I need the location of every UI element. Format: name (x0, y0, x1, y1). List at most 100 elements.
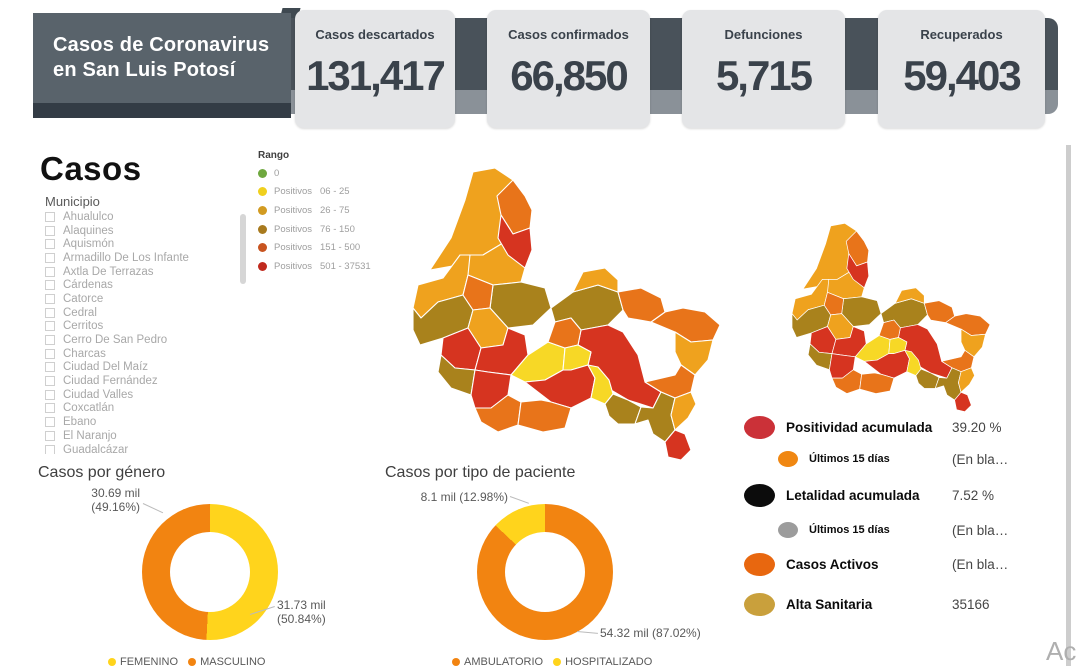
municipio-list-item[interactable]: Ciudad Del Maíz (45, 361, 235, 375)
municipality-region[interactable] (923, 300, 955, 323)
rango-item-range: 26 - 75 (320, 204, 350, 216)
municipality-region[interactable] (958, 367, 975, 393)
municipio-checkbox[interactable] (45, 321, 55, 332)
municipio-list-item[interactable]: Alaquines (45, 224, 235, 238)
municipio-checkbox[interactable] (45, 335, 55, 346)
municipio-checkbox[interactable] (45, 280, 55, 291)
kpi-label: Letalidad acumulada (786, 487, 920, 503)
rango-legend-item: Positivos 26 - 75 (258, 201, 371, 220)
municipio-list-item[interactable]: El Naranjo (45, 429, 235, 443)
municipality-region[interactable] (859, 372, 895, 394)
municipio-list-item[interactable]: Ciudad Valles (45, 388, 235, 402)
legend-tipo-paciente: AMBULATORIO HOSPITALIZADO (452, 656, 652, 666)
municipio-checkbox[interactable] (45, 211, 55, 222)
rango-legend-item: Positivos 76 - 150 (258, 220, 371, 239)
kpi-value: (En bla… (952, 451, 1009, 467)
rango-legend-item: Positivos 501 - 37531 (258, 257, 371, 276)
legend-item[interactable]: AMBULATORIO (452, 656, 543, 666)
municipio-checkbox[interactable] (45, 348, 55, 359)
municipality-region[interactable] (846, 253, 870, 289)
municipality-region[interactable] (517, 399, 572, 433)
stat-card-label: Defunciones (724, 27, 803, 42)
municipio-list-item[interactable]: Catorce (45, 292, 235, 306)
municipio-list-item[interactable]: Aquismón (45, 237, 235, 251)
municipio-checkbox[interactable] (45, 389, 55, 400)
legend-color-dot (553, 658, 562, 666)
municipality-region[interactable] (497, 214, 533, 269)
callout-femenino: 31.73 mil (50.84%) (277, 598, 326, 626)
callout-value: 30.69 mil (91, 486, 140, 500)
municipio-name: Cedral (63, 306, 97, 319)
municipio-checkbox[interactable] (45, 293, 55, 304)
municipality-region[interactable] (670, 391, 697, 431)
municipio-checkbox[interactable] (45, 266, 55, 277)
legend-color-dot (188, 658, 197, 666)
municipality-region[interactable] (954, 391, 972, 413)
municipio-list-item[interactable]: Ahualulco (45, 210, 235, 224)
rango-color-dot (258, 261, 267, 271)
rango-item-label: Positivos (274, 260, 313, 272)
vertical-scrollbar[interactable] (1066, 145, 1071, 666)
municipio-list-item[interactable]: Ebano (45, 415, 235, 429)
municipality-region[interactable] (572, 267, 619, 293)
stat-card-label: Casos descartados (315, 27, 435, 42)
rango-legend-item: Positivos 06 - 25 (258, 183, 371, 202)
municipio-name: Axtla De Terrazas (63, 265, 154, 278)
municipio-checkbox[interactable] (45, 252, 55, 263)
dashboard-title-line2: en San Luis Potosí (53, 59, 236, 81)
municipio-checkbox[interactable] (45, 307, 55, 318)
municipality-region[interactable] (894, 287, 925, 304)
municipio-checkbox[interactable] (45, 225, 55, 236)
municipio-checkbox[interactable] (45, 444, 55, 454)
kpi-value: 39.20 % (952, 419, 1002, 435)
municipality-region[interactable] (664, 429, 692, 461)
legend-item[interactable]: FEMENINO (108, 656, 178, 666)
legend-item[interactable]: HOSPITALIZADO (553, 656, 652, 666)
kpi-row: Últimos 15 días (En bla… (778, 518, 1081, 542)
municipio-list-item[interactable]: Cárdenas (45, 278, 235, 292)
kpi-color-dot (778, 522, 798, 538)
stat-card-label: Casos confirmados (508, 27, 629, 42)
legend-color-dot (108, 658, 116, 666)
rango-color-dot (258, 187, 267, 197)
municipio-checkbox[interactable] (45, 376, 55, 387)
callout-masculino: 30.69 mil (49.16%) (58, 486, 140, 514)
chart-title-genero: Casos por género (38, 464, 166, 481)
municipio-name: El Naranjo (63, 429, 117, 442)
rango-color-dot (258, 168, 267, 178)
municipio-list-item[interactable]: Cerro De San Pedro (45, 333, 235, 347)
municipio-checkbox[interactable] (45, 403, 55, 414)
municipio-checkbox[interactable] (45, 417, 55, 428)
municipio-list-item[interactable]: Cedral (45, 306, 235, 320)
municipio-list-scrollbar[interactable] (240, 214, 246, 284)
municipio-list-item[interactable]: Ciudad Fernández (45, 374, 235, 388)
donut-chart-tipo-paciente[interactable] (477, 504, 613, 640)
municipio-list-item[interactable]: Charcas (45, 347, 235, 361)
stat-card-confirmados: Casos confirmados 66,850 (487, 10, 650, 128)
slp-choropleth-map-small[interactable] (792, 218, 992, 415)
municipio-checkbox[interactable] (45, 362, 55, 373)
legend-item[interactable]: MASCULINO (188, 656, 265, 666)
legend-genero: FEMENINO MASCULINO (108, 656, 265, 666)
municipio-list-item[interactable]: Cerritos (45, 320, 235, 334)
municipio-name: Armadillo De Los Infante (63, 251, 189, 264)
donut-chart-genero[interactable] (142, 504, 278, 640)
municipio-checkbox[interactable] (45, 239, 55, 250)
municipio-name: Ciudad Valles (63, 388, 134, 401)
municipio-checkbox[interactable] (45, 430, 55, 441)
municipality-region[interactable] (823, 291, 844, 316)
callout-value: 54.32 mil (87.02%) (600, 626, 701, 640)
municipio-list-item[interactable]: Armadillo De Los Infante (45, 251, 235, 265)
municipality-region[interactable] (462, 274, 494, 311)
slp-choropleth-map-large[interactable] (413, 160, 723, 465)
municipio-list-item[interactable]: Guadalcázar (45, 443, 235, 454)
dashboard-title-shadow (33, 103, 291, 118)
municipio-list-item[interactable]: Coxcatlán (45, 402, 235, 416)
municipio-list-item[interactable]: Axtla De Terrazas (45, 265, 235, 279)
kpi-label: Casos Activos (786, 556, 879, 572)
municipality-region[interactable] (617, 287, 666, 323)
kpi-label: Últimos 15 días (809, 524, 890, 536)
stat-card-value: 131,417 (306, 52, 446, 99)
kpi-color-dot (744, 415, 775, 439)
kpi-label: Alta Sanitaria (786, 596, 873, 612)
